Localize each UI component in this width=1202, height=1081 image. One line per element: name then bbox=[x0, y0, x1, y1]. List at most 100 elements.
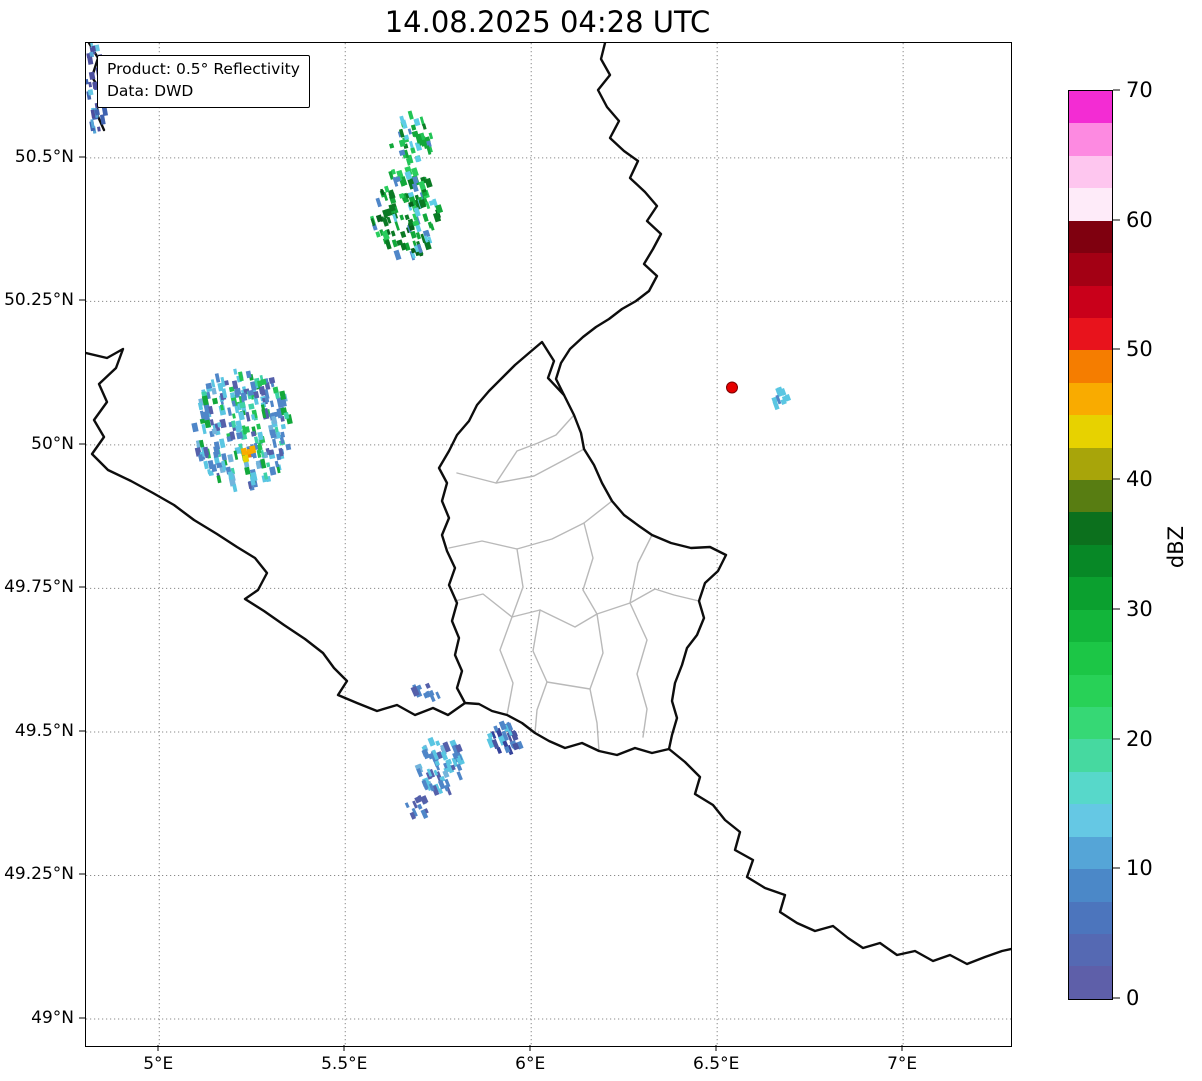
radar-bin bbox=[227, 471, 235, 481]
radar-bin bbox=[391, 239, 398, 248]
radar-bin bbox=[384, 185, 390, 193]
y-tick-mark bbox=[79, 873, 85, 875]
radar-bin bbox=[87, 56, 94, 65]
radar-bin bbox=[435, 204, 444, 214]
colorbar-band bbox=[1069, 123, 1112, 156]
radar-bin bbox=[212, 397, 219, 405]
radar-bin bbox=[216, 462, 223, 469]
radar-bin bbox=[256, 423, 262, 430]
radar-bin bbox=[240, 392, 248, 402]
canton-border bbox=[629, 602, 648, 738]
radar-bin bbox=[412, 800, 418, 809]
radar-bin bbox=[435, 740, 441, 747]
radar-site-marker bbox=[726, 381, 738, 394]
radar-bin bbox=[247, 389, 255, 397]
radar-bin bbox=[198, 454, 204, 462]
radar-bin bbox=[449, 739, 457, 747]
radar-bin bbox=[255, 460, 261, 469]
radar-bin bbox=[407, 191, 415, 198]
radar-bin bbox=[780, 398, 787, 405]
radar-bin bbox=[221, 453, 227, 461]
radar-bin bbox=[416, 243, 423, 254]
radar-bin bbox=[456, 771, 463, 781]
x-tick-mark bbox=[157, 1045, 159, 1051]
radar-bin bbox=[437, 788, 444, 795]
radar-bin bbox=[414, 156, 422, 163]
radar-bin bbox=[411, 130, 419, 137]
radar-bin bbox=[411, 252, 416, 259]
radar-bin bbox=[240, 447, 248, 456]
y-axis-ticks: 50.5°N 50.25°N 50°N 49.75°N 49.5°N 49.25°N 49°… bbox=[0, 42, 85, 1045]
radar-bin bbox=[238, 411, 245, 421]
radar-bin bbox=[388, 170, 395, 180]
radar-bin bbox=[237, 371, 244, 382]
radar-bin bbox=[375, 197, 382, 208]
radar-bin bbox=[386, 229, 391, 236]
x-tick-mark bbox=[343, 1045, 345, 1051]
radar-bin bbox=[219, 438, 226, 449]
radar-bin bbox=[260, 378, 267, 386]
radar-bin bbox=[411, 167, 419, 177]
colorbar-tick-mark bbox=[1113, 219, 1120, 221]
radar-bin bbox=[89, 43, 94, 48]
radar-bin bbox=[386, 216, 392, 224]
radar-bin bbox=[445, 758, 453, 766]
map-plot-area: Product: 0.5° Reflectivity Data: DWD bbox=[85, 42, 1012, 1047]
radar-bin bbox=[428, 689, 435, 697]
radar-bin bbox=[245, 411, 251, 422]
radar-bin bbox=[418, 139, 424, 146]
x-tick-label: 5°E bbox=[143, 1054, 174, 1074]
colorbar-band bbox=[1069, 512, 1112, 545]
radar-bin bbox=[384, 239, 392, 250]
radar-bin bbox=[389, 143, 395, 149]
radar-bin bbox=[424, 177, 433, 188]
radar-bin bbox=[234, 405, 240, 414]
radar-bin bbox=[401, 119, 408, 129]
colorbar-ticks: 0 10 20 30 40 50 60 70 bbox=[1113, 78, 1177, 1010]
radar-bin bbox=[427, 236, 433, 244]
radar-bin bbox=[394, 220, 400, 231]
radar-bin bbox=[269, 400, 275, 408]
radar-bin bbox=[486, 737, 496, 749]
radar-bin bbox=[246, 448, 254, 455]
radar-bin bbox=[390, 168, 396, 175]
radar-bin bbox=[279, 390, 287, 400]
radar-bin bbox=[409, 811, 417, 820]
radar-bin bbox=[408, 201, 414, 208]
radar-bin bbox=[199, 418, 206, 424]
radar-bin bbox=[501, 730, 509, 742]
radar-bin bbox=[257, 431, 264, 441]
border-belgium-germany bbox=[554, 43, 663, 397]
canton-border bbox=[532, 609, 548, 734]
radar-bin bbox=[444, 778, 451, 788]
colorbar-band bbox=[1069, 804, 1112, 837]
radar-bin bbox=[432, 198, 439, 208]
radar-bin bbox=[261, 408, 267, 419]
colorbar-band bbox=[1069, 609, 1112, 643]
x-axis-ticks: 5°E 5.5°E 6°E 6.5°E 7°E bbox=[85, 1045, 1010, 1081]
y-tick-label: 49.5°N bbox=[14, 720, 74, 741]
radar-bin bbox=[424, 808, 429, 814]
radar-bin bbox=[233, 368, 238, 375]
radar-bin bbox=[90, 109, 96, 119]
radar-bin bbox=[88, 81, 93, 88]
info-product-line: Product: 0.5° Reflectivity bbox=[107, 60, 300, 78]
radar-bin bbox=[242, 454, 250, 463]
colorbar-tick-mark bbox=[1113, 89, 1120, 91]
country-borders bbox=[86, 43, 1011, 966]
y-tick-mark bbox=[79, 1017, 85, 1019]
radar-bin bbox=[419, 116, 425, 126]
radar-bin bbox=[269, 429, 277, 439]
radar-bin bbox=[234, 387, 242, 396]
x-tick-mark bbox=[715, 1045, 717, 1051]
radar-bin bbox=[410, 685, 420, 697]
y-tick-label: 49.25°N bbox=[4, 864, 74, 885]
radar-bin bbox=[250, 382, 256, 391]
radar-bin bbox=[233, 450, 239, 461]
canton-border bbox=[589, 613, 604, 752]
radar-bin bbox=[428, 132, 434, 140]
radar-bin bbox=[393, 249, 402, 261]
colorbar-tick-mark bbox=[1113, 738, 1120, 740]
radar-bin bbox=[259, 385, 266, 396]
radar-bin bbox=[92, 81, 98, 91]
